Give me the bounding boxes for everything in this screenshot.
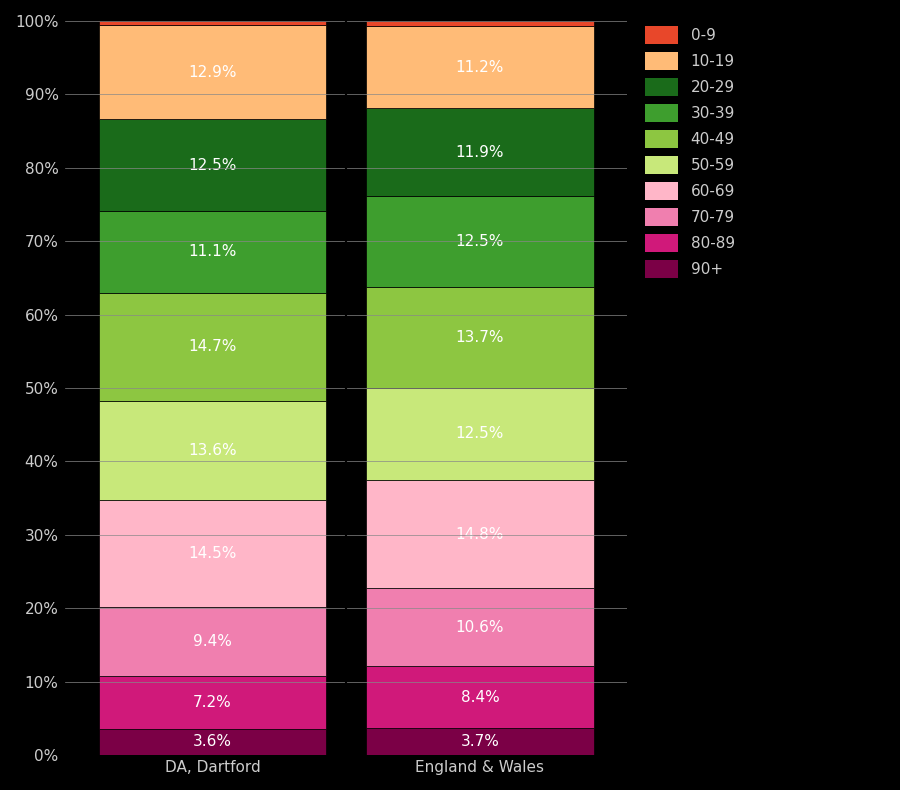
Bar bbox=[366, 108, 594, 196]
Text: 3.6%: 3.6% bbox=[193, 735, 232, 750]
Bar bbox=[366, 589, 594, 666]
Text: 11.1%: 11.1% bbox=[188, 244, 237, 259]
Text: 3.7%: 3.7% bbox=[461, 734, 500, 749]
Text: 9.4%: 9.4% bbox=[194, 634, 232, 649]
Text: 14.8%: 14.8% bbox=[455, 527, 504, 542]
Bar bbox=[99, 607, 326, 676]
Bar bbox=[99, 24, 326, 119]
Text: 12.9%: 12.9% bbox=[188, 65, 237, 80]
Text: 12.5%: 12.5% bbox=[188, 158, 237, 173]
Bar bbox=[366, 666, 594, 728]
Legend: 0-9, 10-19, 20-29, 30-39, 40-49, 50-59, 60-69, 70-79, 80-89, 90+: 0-9, 10-19, 20-29, 30-39, 40-49, 50-59, … bbox=[640, 21, 740, 283]
Text: 11.9%: 11.9% bbox=[455, 145, 504, 160]
Text: 8.4%: 8.4% bbox=[461, 690, 500, 705]
Bar bbox=[99, 119, 326, 211]
Bar bbox=[366, 388, 594, 480]
Bar bbox=[99, 292, 326, 401]
Text: 14.7%: 14.7% bbox=[188, 339, 237, 354]
Bar bbox=[366, 26, 594, 108]
Bar bbox=[99, 21, 326, 24]
Bar bbox=[366, 21, 594, 26]
Text: 7.2%: 7.2% bbox=[194, 694, 232, 709]
Text: 12.5%: 12.5% bbox=[455, 427, 504, 442]
Bar bbox=[99, 728, 326, 755]
Bar bbox=[366, 288, 594, 388]
Text: 13.7%: 13.7% bbox=[455, 330, 504, 345]
Bar bbox=[99, 211, 326, 292]
Bar bbox=[99, 500, 326, 607]
Bar bbox=[366, 480, 594, 589]
Text: 11.2%: 11.2% bbox=[455, 60, 504, 75]
Text: 10.6%: 10.6% bbox=[455, 620, 504, 635]
Text: 13.6%: 13.6% bbox=[188, 443, 237, 458]
Bar bbox=[366, 196, 594, 288]
Text: 12.5%: 12.5% bbox=[455, 234, 504, 249]
Bar bbox=[99, 401, 326, 500]
Text: 14.5%: 14.5% bbox=[188, 546, 237, 561]
Bar bbox=[99, 676, 326, 728]
Bar bbox=[366, 728, 594, 755]
